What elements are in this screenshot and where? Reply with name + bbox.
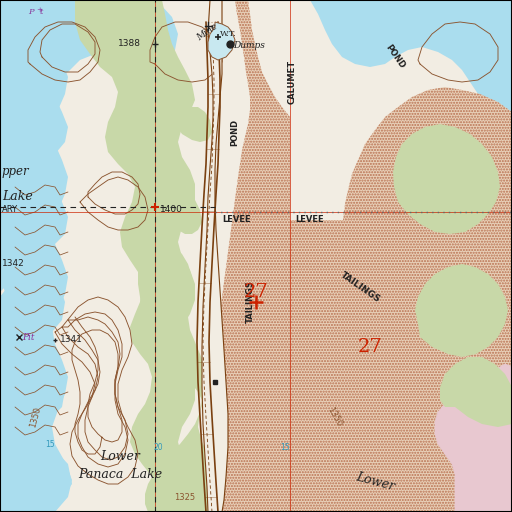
Text: Lower: Lower xyxy=(100,451,140,463)
Text: ARY: ARY xyxy=(2,205,18,215)
Polygon shape xyxy=(155,187,202,234)
Text: 1400: 1400 xyxy=(160,205,183,215)
Text: LEVEE: LEVEE xyxy=(295,216,324,224)
Text: pper: pper xyxy=(2,165,30,179)
Polygon shape xyxy=(290,87,512,512)
Text: Lake: Lake xyxy=(2,190,33,203)
Polygon shape xyxy=(75,0,200,512)
Text: Panaca  Lake: Panaca Lake xyxy=(78,467,162,480)
Polygon shape xyxy=(0,0,30,512)
Polygon shape xyxy=(0,0,72,512)
Text: 1350: 1350 xyxy=(325,406,344,429)
Text: 1341: 1341 xyxy=(60,335,83,345)
Polygon shape xyxy=(175,107,212,142)
Text: W.T.: W.T. xyxy=(220,30,237,38)
Text: 15: 15 xyxy=(45,440,55,449)
Text: POND: POND xyxy=(230,118,240,145)
Polygon shape xyxy=(415,264,508,357)
Text: TAILINGS: TAILINGS xyxy=(245,281,254,324)
Text: 1388: 1388 xyxy=(118,39,141,49)
Text: t: t xyxy=(40,8,44,16)
Polygon shape xyxy=(0,0,178,77)
Text: Dumps: Dumps xyxy=(233,41,265,51)
Polygon shape xyxy=(0,0,60,512)
Polygon shape xyxy=(310,0,512,130)
Text: 1350: 1350 xyxy=(28,406,42,429)
Text: 27: 27 xyxy=(244,283,268,301)
Text: Mine: Mine xyxy=(195,22,219,42)
Text: CALUMET: CALUMET xyxy=(288,60,296,104)
Polygon shape xyxy=(208,22,235,60)
Text: 27: 27 xyxy=(357,338,382,356)
Polygon shape xyxy=(393,124,500,234)
Text: 1325: 1325 xyxy=(175,493,196,502)
Text: P: P xyxy=(28,8,34,16)
Text: 1342: 1342 xyxy=(2,260,25,268)
Polygon shape xyxy=(214,0,290,512)
Polygon shape xyxy=(435,364,512,512)
Polygon shape xyxy=(440,357,512,427)
Polygon shape xyxy=(0,0,45,512)
Polygon shape xyxy=(0,0,72,512)
Text: +: + xyxy=(36,6,42,14)
Text: 15: 15 xyxy=(280,443,290,452)
Polygon shape xyxy=(458,302,495,337)
Polygon shape xyxy=(202,0,228,512)
Polygon shape xyxy=(138,240,225,512)
Text: POND: POND xyxy=(383,44,407,71)
Bar xyxy=(213,380,217,384)
Text: 20: 20 xyxy=(153,443,163,452)
Text: Pit: Pit xyxy=(22,332,34,342)
Text: LEVEE: LEVEE xyxy=(222,216,251,224)
Text: TAILINGS: TAILINGS xyxy=(338,270,381,304)
Text: Lower: Lower xyxy=(354,471,396,494)
